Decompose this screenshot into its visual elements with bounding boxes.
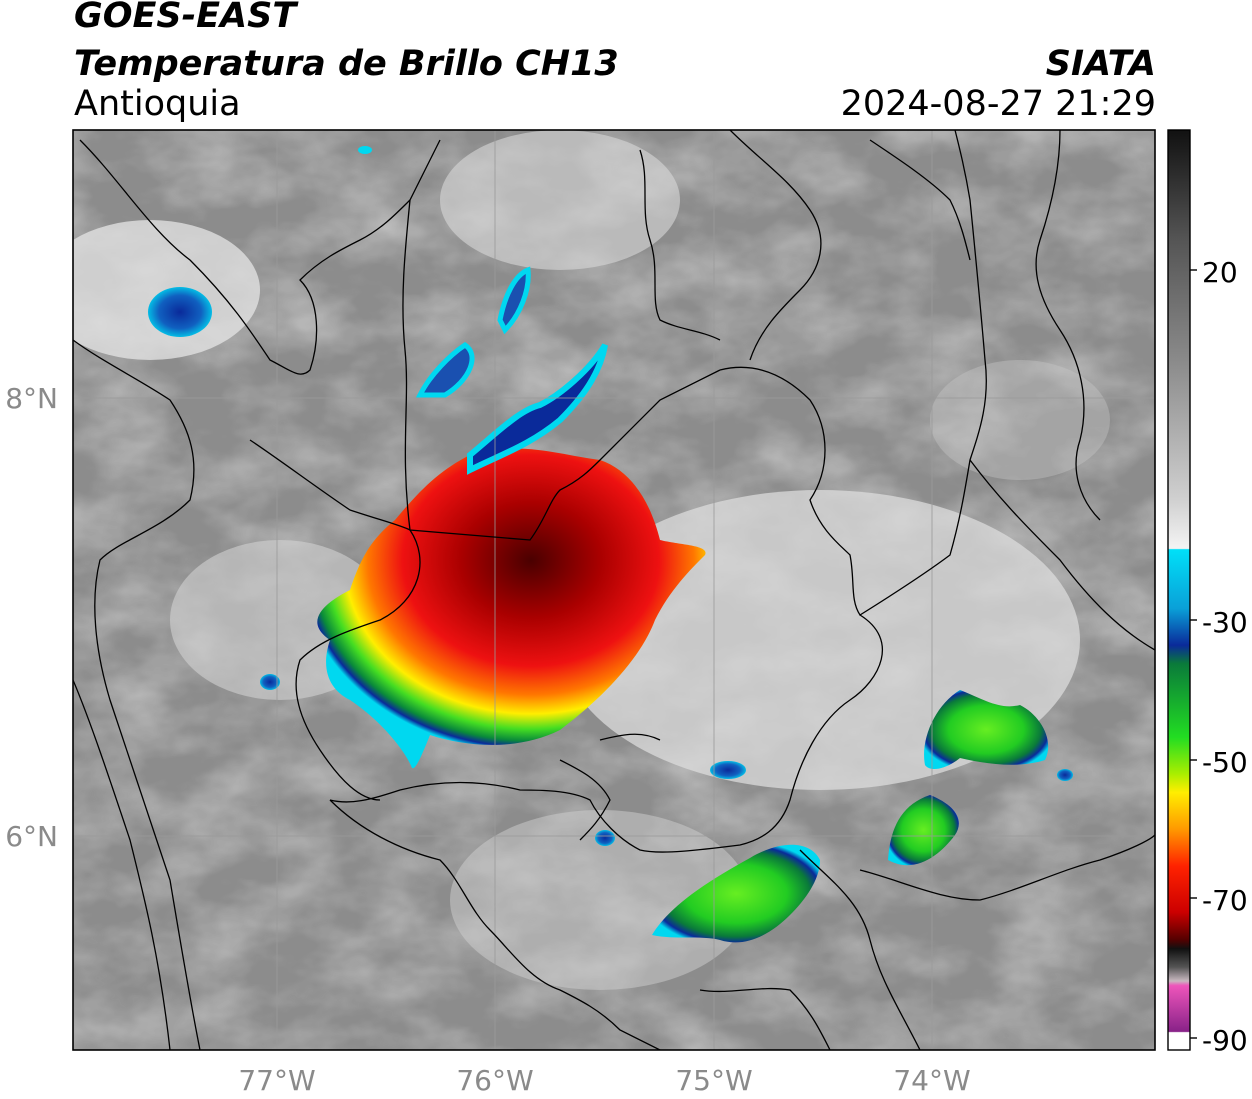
colorbar-gradient	[1167, 129, 1191, 1051]
product-title: Temperatura de Brillo CH13	[74, 44, 619, 84]
cell-small-blue-3	[1057, 769, 1073, 781]
region-title: Antioquia	[74, 84, 241, 124]
border-small-munis	[559, 733, 661, 841]
storm-north-fringe	[497, 266, 531, 335]
storm-nw-fringe	[415, 341, 475, 398]
lat-tick-label: 6°N	[5, 820, 58, 853]
coastline-gulf	[79, 139, 441, 375]
lon-tick-label: 76°W	[456, 1064, 533, 1097]
border-far-east	[1035, 130, 1101, 521]
cell-east-green	[924, 690, 1049, 770]
timestamp-label: 2024-08-27 21:29	[840, 84, 1156, 124]
cell-southeast-green	[888, 795, 959, 866]
border-antioquia-south	[329, 614, 884, 853]
colorbar: 20 -30 -50 -70 -90	[1167, 129, 1248, 1057]
cell-small-blue-4	[260, 674, 280, 690]
border-caldas	[329, 799, 661, 1050]
storm-anvil-tail	[467, 343, 608, 475]
colorbar-label: -70	[1202, 884, 1248, 917]
border-north-east	[729, 130, 822, 361]
map-frame	[72, 129, 1156, 1051]
colorbar-ticks	[1190, 269, 1197, 1039]
colorbar-label: -30	[1202, 606, 1248, 639]
cloud-patch-ne	[930, 360, 1110, 480]
cell-small-blue-2	[595, 830, 615, 846]
cloud-patch-north	[440, 130, 680, 270]
border-antioquia-west	[249, 439, 421, 801]
colorbar-label: 20	[1202, 256, 1238, 289]
organization-label: SIATA	[1045, 44, 1156, 84]
border-south	[699, 987, 831, 1050]
lon-tick-label: 77°W	[238, 1064, 315, 1097]
cell-nw-blue	[148, 287, 212, 337]
colorbar-label: -50	[1202, 746, 1248, 779]
lon-tick-label: 75°W	[675, 1064, 752, 1097]
border-west	[73, 339, 201, 1050]
border-pacific	[73, 679, 171, 1050]
border-north-central	[639, 149, 721, 341]
cloud-patch-south	[450, 810, 750, 990]
cell-small-blue-5	[358, 146, 372, 154]
border-cesar	[869, 139, 971, 261]
border-antioquia-east	[719, 130, 987, 616]
administrative-borders	[73, 130, 1155, 1050]
border-cundinamarca	[859, 834, 1155, 901]
border-boyaca	[969, 459, 1155, 651]
lon-tick-labels: 77°W 76°W 75°W 74°W	[238, 1064, 970, 1097]
gridlines	[73, 130, 1155, 1050]
lat-tick-label: 8°N	[5, 382, 58, 415]
cell-small-blue-1	[710, 761, 746, 779]
cell-south-green	[652, 844, 820, 943]
border-antioquia-north	[402, 199, 721, 541]
colorbar-label: -90	[1202, 1024, 1248, 1057]
storm-main	[317, 448, 706, 769]
satellite-title: GOES-EAST	[74, 0, 297, 36]
lat-tick-labels: 8°N 6°N	[5, 382, 58, 853]
border-southeast	[799, 849, 921, 1050]
map-panel	[73, 130, 1155, 1050]
lon-tick-label: 74°W	[893, 1064, 970, 1097]
